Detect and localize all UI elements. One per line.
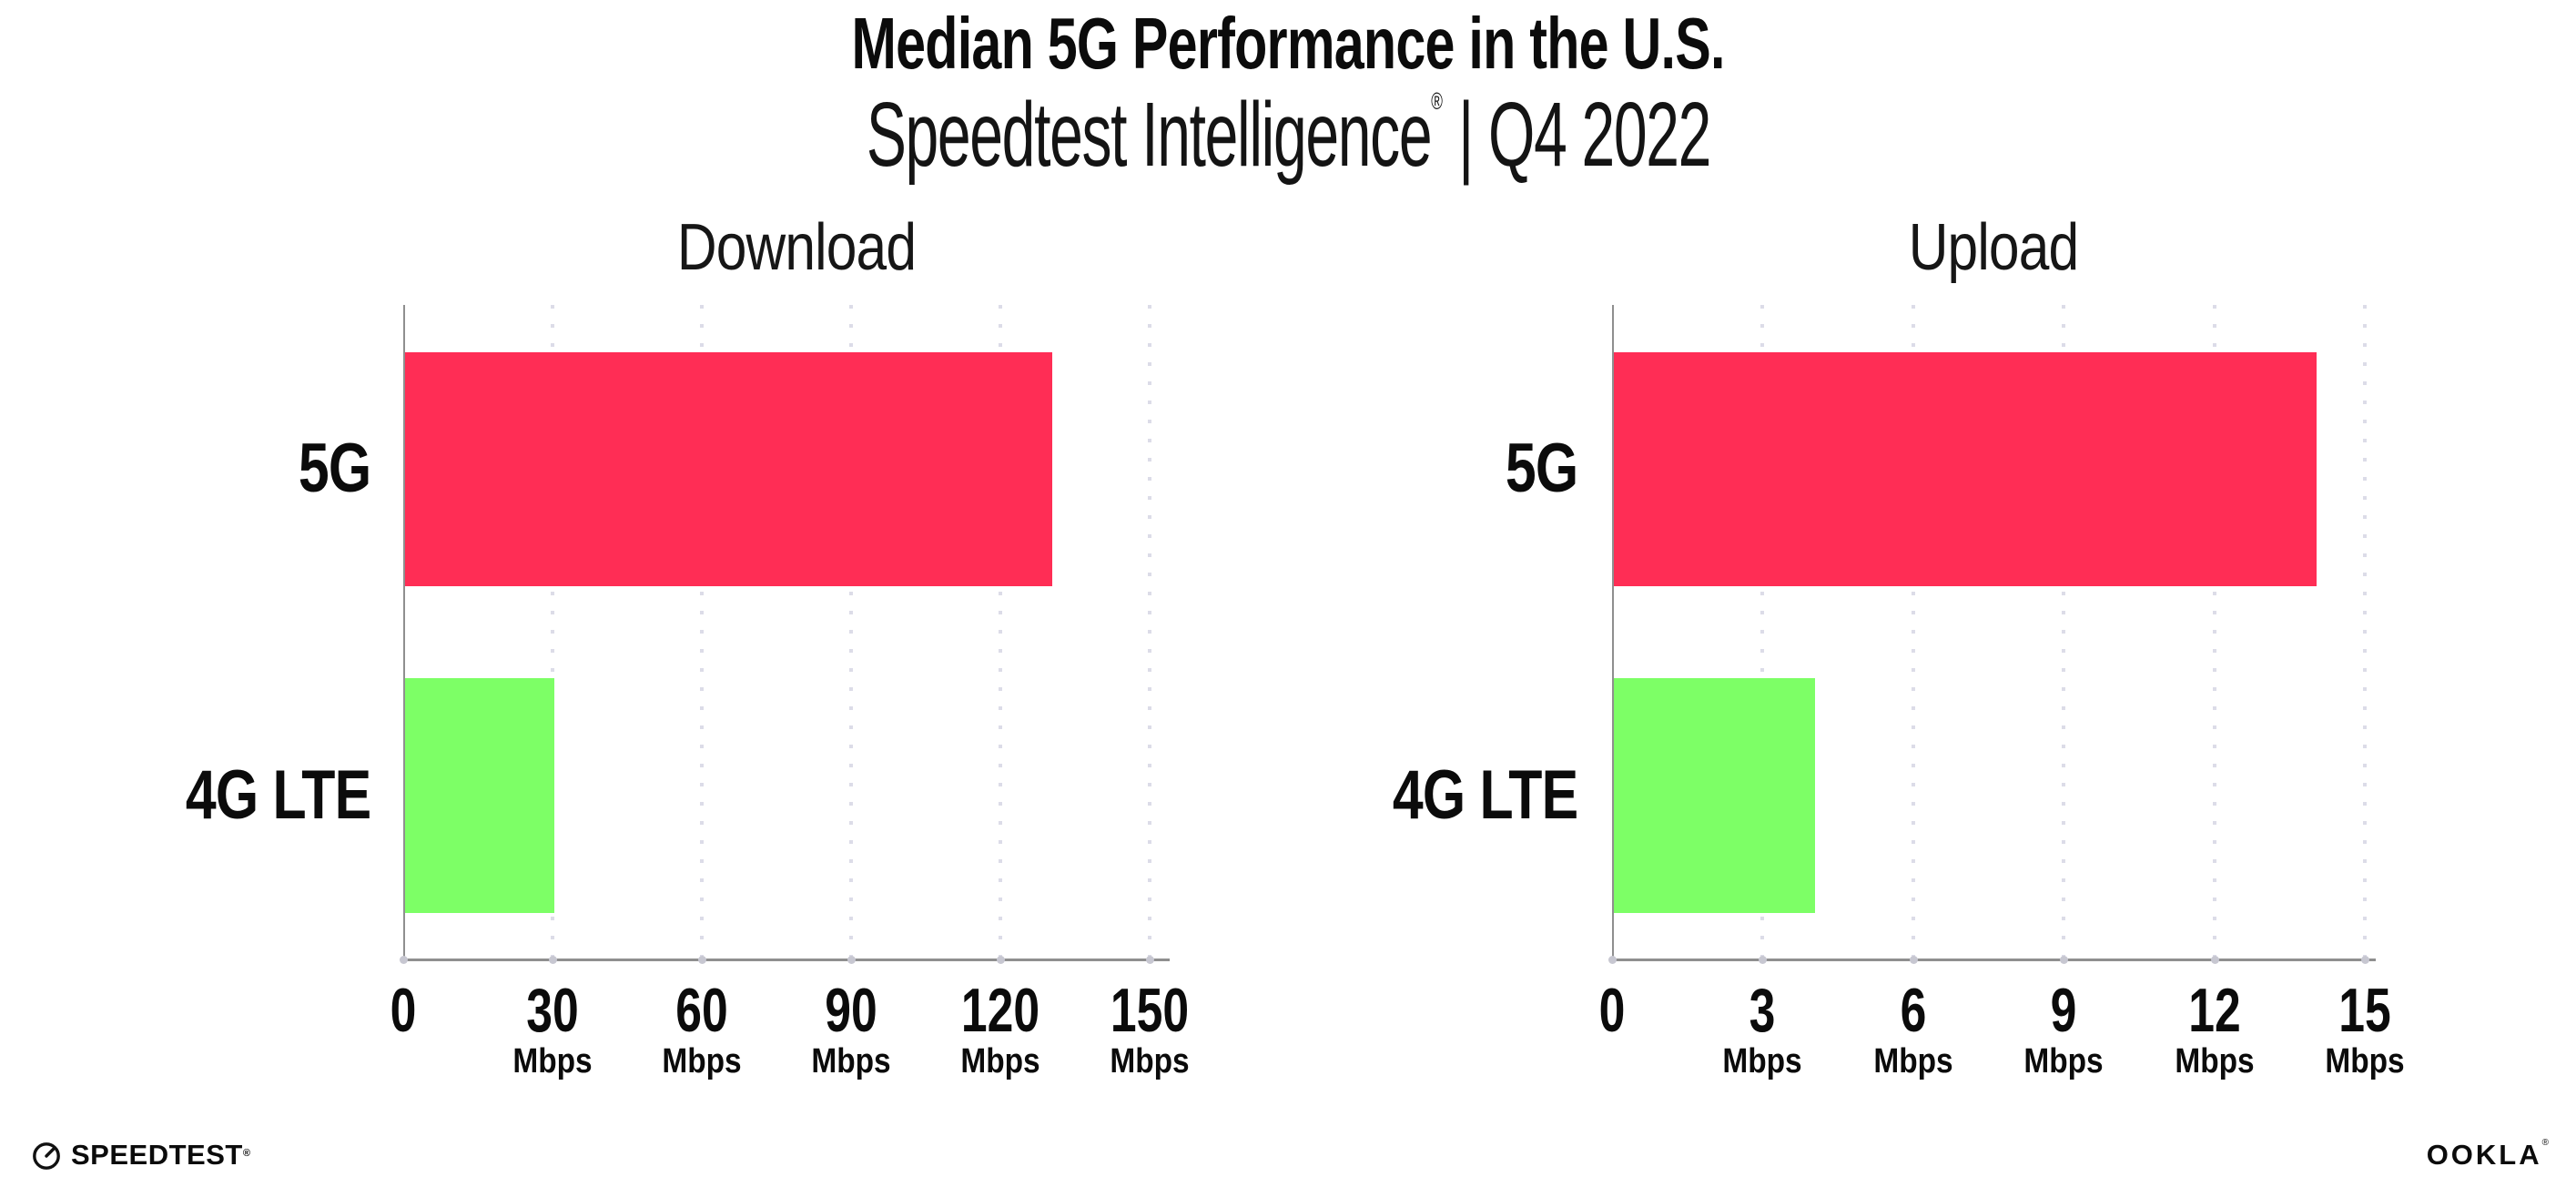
- y-axis-line: [1612, 305, 1614, 959]
- bar-4g-lte-download: [405, 678, 554, 913]
- axis-tick-dot-90: [847, 956, 856, 964]
- x-tick-unit-3: Mbps: [1722, 1042, 1803, 1080]
- x-tick-unit-15: Mbps: [2325, 1042, 2405, 1080]
- x-tick-label-15: 15: [2338, 976, 2391, 1045]
- chart-title-download: Download: [676, 211, 917, 284]
- x-axis-line: [1612, 959, 2376, 961]
- subtitle-period: Q4 2022: [1487, 84, 1711, 186]
- upload-plot-area: 0 3 Mbps 6 Mbps 9 Mbps 12 Mbps 15 Mbps: [1599, 305, 2405, 1080]
- page-subtitle: Speedtest Intelligence® | Q4 2022: [0, 87, 2576, 183]
- speedtest-registered-mark: ®: [242, 1148, 251, 1159]
- x-tick-label-30: 30: [526, 976, 579, 1045]
- ookla-registered-mark: ®: [2541, 1138, 2549, 1148]
- gridline-30: [551, 305, 554, 959]
- ookla-logo: OOKLA®: [2426, 1138, 2549, 1171]
- axis-tick-dot-9: [2060, 956, 2069, 964]
- axis-tick-dot-0: [1608, 956, 1617, 964]
- x-tick-unit-6: Mbps: [1873, 1042, 1953, 1080]
- axis-tick-dot-150: [1146, 956, 1154, 964]
- gridline-6: [1911, 305, 1915, 959]
- bar-5g-download: [405, 352, 1052, 586]
- gridline-15: [2363, 305, 2367, 959]
- axis-tick-dot-12: [2210, 956, 2219, 964]
- gridline-90: [849, 305, 853, 959]
- gridline-120: [999, 305, 1002, 959]
- subtitle-brand: Speedtest Intelligence: [866, 84, 1432, 186]
- axis-tick-dot-30: [549, 956, 557, 964]
- axis-tick-dot-6: [1909, 956, 1918, 964]
- gridline-150: [1148, 305, 1151, 959]
- page-title: Median 5G Performance in the U.S.: [851, 3, 1725, 84]
- ookla-wordmark: OOKLA: [2426, 1139, 2542, 1171]
- y-axis-line: [403, 305, 405, 959]
- category-label-4g-lte-download: 4G LTE: [185, 756, 370, 834]
- gridline-9: [2062, 305, 2066, 959]
- x-tick-label-12: 12: [2187, 976, 2241, 1045]
- speedtest-logo: SPEEDTEST®: [30, 1135, 250, 1175]
- bar-5g-upload: [1614, 352, 2317, 586]
- x-tick-unit-30: Mbps: [512, 1042, 593, 1080]
- registered-mark: ®: [1430, 87, 1443, 115]
- x-tick-unit-90: Mbps: [811, 1042, 891, 1080]
- x-tick-label-3: 3: [1749, 976, 1776, 1045]
- axis-tick-dot-15: [2361, 956, 2369, 964]
- category-label-5g-download: 5G: [298, 430, 370, 507]
- gridline-60: [700, 305, 704, 959]
- x-axis-line: [403, 959, 1170, 961]
- category-label-5g-upload: 5G: [1505, 430, 1577, 507]
- subtitle-separator: |: [1457, 84, 1474, 186]
- gridline-12: [2212, 305, 2216, 959]
- category-label-4g-lte-upload: 4G LTE: [1392, 756, 1577, 834]
- axis-tick-dot-120: [997, 956, 1005, 964]
- bar-4g-lte-upload: [1614, 678, 1815, 913]
- x-tick-unit-9: Mbps: [2023, 1042, 2104, 1080]
- axis-tick-dot-3: [1759, 956, 1768, 964]
- x-tick-label-150: 150: [1110, 976, 1190, 1045]
- speedtest-gauge-icon: [33, 1142, 60, 1170]
- x-tick-label-0: 0: [1598, 976, 1626, 1045]
- x-tick-unit-150: Mbps: [1110, 1042, 1190, 1080]
- axis-tick-dot-60: [698, 956, 706, 964]
- x-tick-unit-60: Mbps: [662, 1042, 742, 1080]
- x-tick-label-60: 60: [675, 976, 728, 1045]
- x-tick-unit-120: Mbps: [960, 1042, 1040, 1080]
- download-plot-area: 0 30 Mbps 60 Mbps 90 Mbps 120 Mbps 150 Mbps: [390, 305, 1190, 1080]
- x-tick-label-6: 6: [1900, 976, 1927, 1045]
- x-tick-label-0: 0: [390, 976, 417, 1045]
- x-tick-unit-12: Mbps: [2174, 1042, 2255, 1080]
- speedtest-wordmark: SPEEDTEST®: [71, 1139, 251, 1171]
- chart-title-upload: Upload: [1908, 211, 2079, 284]
- x-tick-label-120: 120: [960, 976, 1040, 1045]
- gridline-3: [1760, 305, 1765, 959]
- axis-tick-dot-0: [400, 956, 408, 964]
- x-tick-label-90: 90: [825, 976, 877, 1045]
- x-tick-label-9: 9: [2050, 976, 2077, 1045]
